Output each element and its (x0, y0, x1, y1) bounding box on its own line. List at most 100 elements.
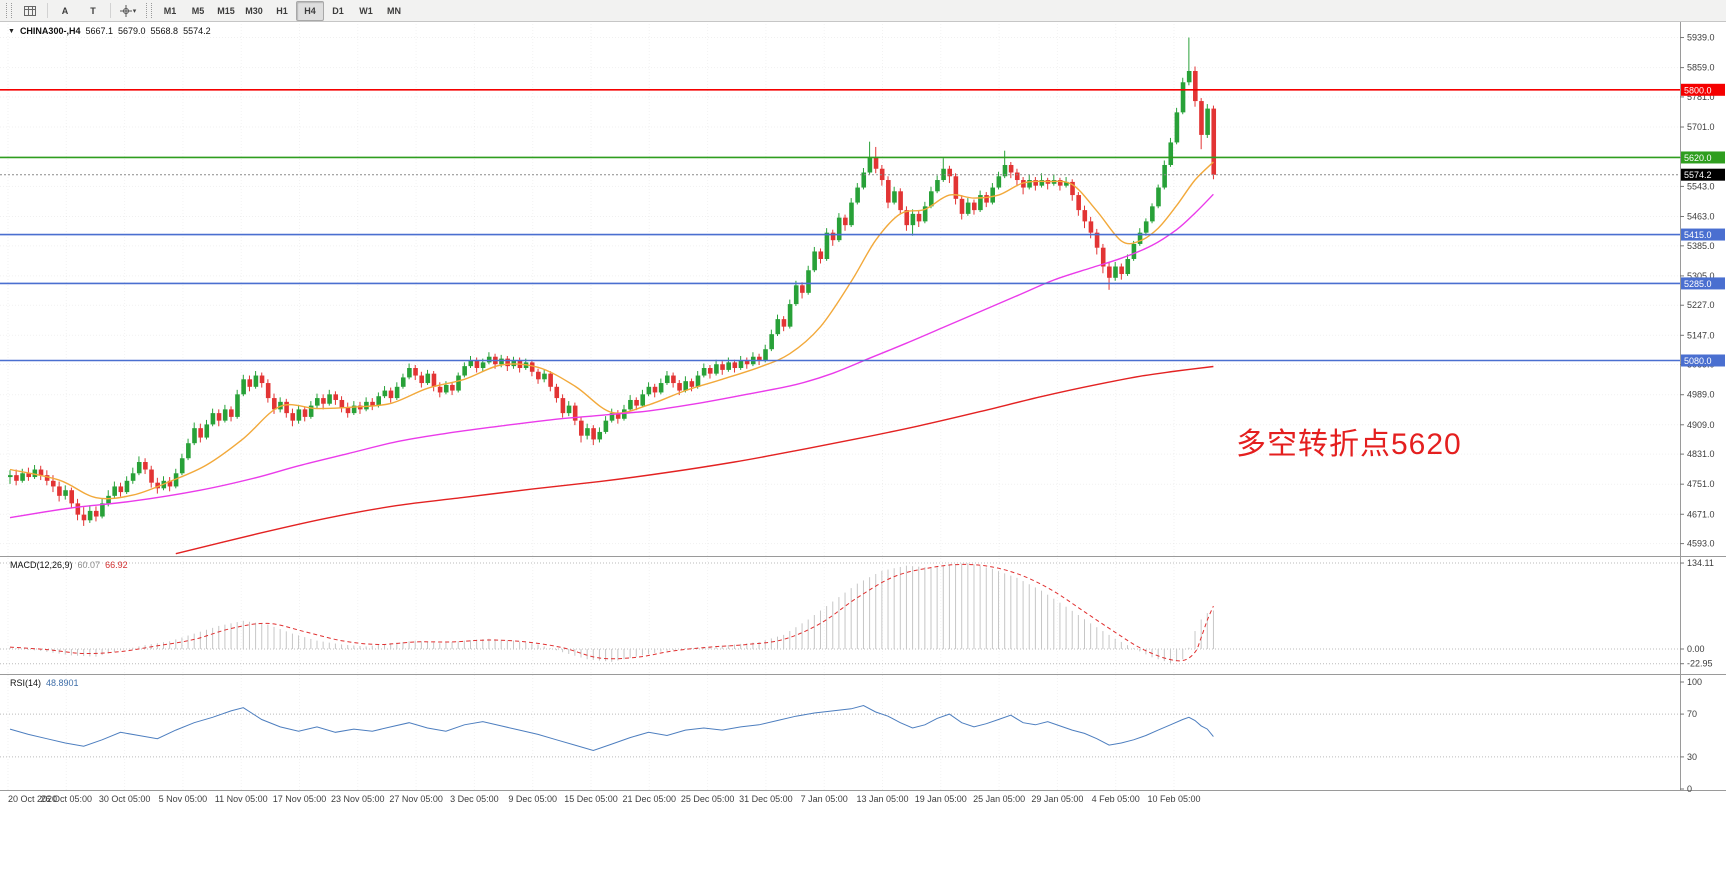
toolbar-grip[interactable] (146, 3, 152, 18)
candles-layer (8, 37, 1217, 526)
svg-text:4 Feb 05:00: 4 Feb 05:00 (1092, 794, 1140, 804)
svg-text:21 Dec 05:00: 21 Dec 05:00 (623, 794, 677, 804)
open-value: 5667.1 (85, 26, 113, 36)
timeframe-toolbar: M1 M5 M15 M30 H1 H4 D1 W1 MN (156, 0, 408, 21)
svg-text:10 Feb 05:00: 10 Feb 05:00 (1147, 794, 1200, 804)
svg-text:-22.95: -22.95 (1687, 659, 1713, 669)
text-tool-button[interactable]: T (90, 5, 96, 16)
svg-text:5147.0: 5147.0 (1687, 330, 1715, 340)
svg-text:15 Dec 05:00: 15 Dec 05:00 (564, 794, 618, 804)
time-axis[interactable] (0, 791, 1726, 809)
timeframe-m1-button[interactable]: M1 (163, 5, 177, 16)
svg-text:13 Jan 05:00: 13 Jan 05:00 (856, 794, 908, 804)
timeframe-mn-button[interactable]: MN (387, 5, 401, 16)
svg-text:5939.0: 5939.0 (1687, 33, 1715, 43)
svg-text:27 Nov 05:00: 27 Nov 05:00 (389, 794, 443, 804)
timeframe-h1-button[interactable]: H1 (276, 5, 288, 16)
svg-text:3 Dec 05:00: 3 Dec 05:00 (450, 794, 499, 804)
timeframe-m15-button[interactable]: M15 (217, 5, 235, 16)
crosshair-icon (119, 4, 132, 17)
svg-text:5859.0: 5859.0 (1687, 63, 1715, 73)
drawing-tool-button[interactable]: ▾ (114, 1, 142, 21)
svg-text:5463.0: 5463.0 (1687, 211, 1715, 221)
chart-header: ▼ CHINA300-,H4 5667.1 5679.0 5568.8 5574… (8, 26, 211, 36)
svg-text:0.00: 0.00 (1687, 644, 1705, 654)
svg-text:25 Dec 05:00: 25 Dec 05:00 (681, 794, 735, 804)
svg-text:5620.0: 5620.0 (1684, 153, 1712, 163)
timeframe-w1-button[interactable]: W1 (359, 5, 373, 16)
svg-text:25 Jan 05:00: 25 Jan 05:00 (973, 794, 1025, 804)
rsi-label: RSI(14) 48.8901 (10, 678, 79, 688)
close-value: 5574.2 (183, 26, 211, 36)
svg-text:4989.0: 4989.0 (1687, 390, 1715, 400)
toolbar-separator (47, 3, 48, 18)
macd-main-value: 60.07 (77, 560, 101, 570)
timeframe-d1-button[interactable]: D1 (332, 5, 344, 16)
svg-text:29 Jan 05:00: 29 Jan 05:00 (1031, 794, 1083, 804)
svg-text:100: 100 (1687, 677, 1702, 687)
price-axis[interactable] (1680, 22, 1726, 790)
svg-text:4671.0: 4671.0 (1687, 509, 1715, 519)
chart-text-annotation: 多空转折点5620 (1236, 428, 1462, 461)
macd-panel (0, 562, 1680, 665)
chart-grid-icon (24, 5, 36, 16)
svg-text:20 Oct 2020: 20 Oct 2020 (8, 794, 57, 804)
macd-name: MACD(12,26,9) (10, 560, 73, 570)
svg-text:5800.0: 5800.0 (1684, 85, 1712, 95)
toolbar-grip[interactable] (6, 3, 12, 18)
svg-text:5543.0: 5543.0 (1687, 181, 1715, 191)
chart-grid-button[interactable] (16, 1, 44, 21)
svg-text:5385.0: 5385.0 (1687, 241, 1715, 251)
svg-text:26 Oct 05:00: 26 Oct 05:00 (41, 794, 93, 804)
top-toolbar: A T ▾ M1 M5 M15 M30 H1 H4 D1 W1 MN (0, 0, 1726, 22)
rsi-line (9, 704, 1214, 752)
svg-text:0: 0 (1687, 784, 1692, 794)
macd-signal-line (9, 563, 1214, 662)
svg-text:30: 30 (1687, 752, 1697, 762)
rsi-name: RSI(14) (10, 678, 42, 688)
price-tags: 5800.0 5620.0 5574.2 5415.0 5285.0 5080.0 (1681, 83, 1725, 367)
svg-text:11 Nov 05:00: 11 Nov 05:00 (215, 794, 268, 804)
svg-text:5227.0: 5227.0 (1687, 300, 1715, 310)
svg-text:5285.0: 5285.0 (1684, 279, 1712, 289)
grid-layer (0, 24, 1680, 790)
svg-text:5781.0: 5781.0 (1687, 92, 1715, 102)
low-value: 5568.8 (150, 26, 179, 36)
toolbar-separator (110, 3, 111, 18)
timeframe-h4-button[interactable]: H4 (296, 0, 324, 21)
svg-text:5574.2: 5574.2 (1684, 170, 1712, 180)
svg-text:70: 70 (1687, 709, 1697, 719)
svg-text:31 Dec 05:00: 31 Dec 05:00 (739, 794, 793, 804)
svg-text:4831.0: 4831.0 (1687, 449, 1715, 459)
symbol-dropdown-icon[interactable]: ▼ (8, 27, 15, 35)
ma-mid-line (9, 193, 1214, 519)
svg-text:30 Oct 05:00: 30 Oct 05:00 (99, 794, 151, 804)
svg-text:4751.0: 4751.0 (1687, 479, 1715, 489)
svg-text:5415.0: 5415.0 (1684, 230, 1712, 240)
ma-slow-line (175, 365, 1214, 555)
high-value: 5679.0 (118, 26, 146, 36)
rsi-value: 48.8901 (46, 678, 79, 688)
svg-text:5305.0: 5305.0 (1687, 271, 1715, 281)
timeframe-m5-button[interactable]: M5 (191, 5, 205, 16)
symbol-label: CHINA300-,H4 (19, 26, 81, 36)
svg-text:23 Nov 05:00: 23 Nov 05:00 (331, 794, 385, 804)
macd-label: MACD(12,26,9) 60.07 66.92 (10, 560, 128, 570)
svg-text:7 Jan 05:00: 7 Jan 05:00 (801, 794, 848, 804)
svg-text:4593.0: 4593.0 (1687, 539, 1715, 549)
arrow-label-tool-button[interactable]: A (61, 5, 69, 16)
level-lines-layer (0, 88, 1680, 362)
svg-text:5 Nov 05:00: 5 Nov 05:00 (159, 794, 208, 804)
svg-text:4909.0: 4909.0 (1687, 420, 1715, 430)
svg-text:9 Dec 05:00: 9 Dec 05:00 (508, 794, 557, 804)
moving-averages-layer (9, 161, 1214, 555)
rsi-panel (0, 704, 1680, 758)
timeframe-m30-button[interactable]: M30 (245, 5, 263, 16)
svg-text:134.11: 134.11 (1687, 558, 1714, 568)
macd-signal-value: 66.92 (105, 560, 128, 570)
ma-fast-line (9, 161, 1214, 500)
svg-text:5701.0: 5701.0 (1687, 122, 1715, 132)
svg-text:17 Nov 05:00: 17 Nov 05:00 (273, 794, 327, 804)
